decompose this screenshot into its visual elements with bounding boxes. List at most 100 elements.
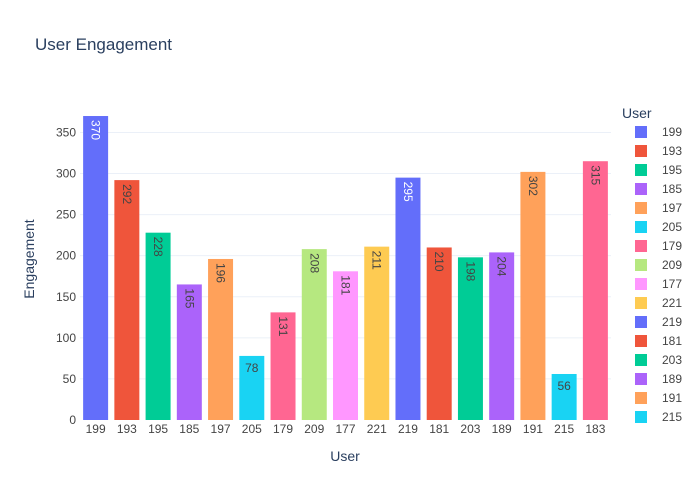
legend-swatch[interactable] xyxy=(635,164,647,176)
legend-swatch[interactable] xyxy=(635,202,647,214)
y-tick-label: 200 xyxy=(56,249,76,263)
bar-layer xyxy=(83,116,608,421)
bar xyxy=(395,177,421,420)
y-tick-label: 100 xyxy=(56,331,76,345)
legend-swatch[interactable] xyxy=(635,392,647,404)
bar xyxy=(582,161,608,421)
x-tick-label: 181 xyxy=(429,422,449,436)
data-label: 198 xyxy=(463,261,477,281)
x-tick-layer: 199 193 195 185 197 205 179 209 177 221 219 181 203 1… xyxy=(86,422,606,436)
y-tick-label: 150 xyxy=(56,290,76,304)
legend-swatch[interactable] xyxy=(635,411,647,423)
data-label: 204 xyxy=(495,256,509,276)
legend: User 199 193 195 185 197 205 179 209 177 221 219 18… xyxy=(622,105,682,424)
legend-label[interactable]: 189 xyxy=(662,372,682,386)
bar xyxy=(489,252,515,420)
legend-label[interactable]: 221 xyxy=(662,296,682,310)
y-tick-label: 50 xyxy=(63,372,77,386)
legend-label[interactable]: 199 xyxy=(662,125,682,139)
x-tick-label: 219 xyxy=(398,422,418,436)
y-tick-label: 250 xyxy=(56,208,76,222)
legend-swatch[interactable] xyxy=(635,297,647,309)
bar xyxy=(208,258,234,420)
legend-swatch[interactable] xyxy=(635,316,647,328)
data-label: 292 xyxy=(120,184,134,204)
data-label: 78 xyxy=(245,361,259,375)
legend-swatch[interactable] xyxy=(635,259,647,271)
data-label: 196 xyxy=(214,263,228,283)
x-axis-title: User xyxy=(330,448,360,464)
legend-swatch[interactable] xyxy=(635,145,647,157)
y-tick-label: 350 xyxy=(56,125,76,139)
data-label: 302 xyxy=(526,176,540,196)
x-tick-label: 191 xyxy=(523,422,543,436)
legend-swatch[interactable] xyxy=(635,335,647,347)
x-tick-label: 221 xyxy=(367,422,387,436)
bar xyxy=(301,249,327,420)
x-tick-label: 185 xyxy=(179,422,199,436)
legend-label[interactable]: 219 xyxy=(662,315,682,329)
legend-swatch[interactable] xyxy=(635,240,647,252)
x-tick-label: 179 xyxy=(273,422,293,436)
legend-label[interactable]: 177 xyxy=(662,277,682,291)
data-label: 56 xyxy=(557,379,571,393)
legend-label[interactable]: 215 xyxy=(662,410,682,424)
x-tick-label: 177 xyxy=(335,422,355,436)
legend-label[interactable]: 191 xyxy=(662,391,682,405)
x-tick-label: 209 xyxy=(304,422,324,436)
bar xyxy=(83,116,109,420)
data-label: 208 xyxy=(307,253,321,273)
x-tick-label: 205 xyxy=(242,422,262,436)
legend-swatch[interactable] xyxy=(635,221,647,233)
legend-swatch[interactable] xyxy=(635,183,647,195)
x-tick-label: 199 xyxy=(86,422,106,436)
data-label: 370 xyxy=(89,120,103,140)
legend-label[interactable]: 179 xyxy=(662,239,682,253)
y-tick-label: 0 xyxy=(69,413,76,427)
data-label: 210 xyxy=(432,251,446,271)
x-tick-label: 189 xyxy=(492,422,512,436)
data-label: 165 xyxy=(182,288,196,308)
x-tick-label: 195 xyxy=(148,422,168,436)
legend-label[interactable]: 185 xyxy=(662,182,682,196)
x-tick-label: 193 xyxy=(117,422,137,436)
bar xyxy=(176,284,202,420)
legend-items: 199 193 195 185 197 205 179 209 177 221 219 181 203 1… xyxy=(635,125,682,424)
legend-label[interactable]: 195 xyxy=(662,163,682,177)
y-tick-label: 300 xyxy=(56,167,76,181)
bar xyxy=(239,355,265,420)
legend-label[interactable]: 209 xyxy=(662,258,682,272)
x-tick-label: 183 xyxy=(585,422,605,436)
y-tick-layer: 0 50 100 150 200 250 300 350 xyxy=(56,125,76,427)
bar xyxy=(520,171,546,420)
bar xyxy=(551,373,577,420)
legend-label[interactable]: 197 xyxy=(662,201,682,215)
bar xyxy=(114,180,140,420)
legend-label[interactable]: 203 xyxy=(662,353,682,367)
data-label: 211 xyxy=(370,251,384,270)
data-label-layer: 370 292 228 165 196 78 131 208 181 211 295 210 198 20… xyxy=(89,120,603,393)
x-tick-label: 203 xyxy=(460,422,480,436)
y-axis-title: Engagement xyxy=(21,219,37,299)
legend-label[interactable]: 181 xyxy=(662,334,682,348)
data-label: 131 xyxy=(276,316,290,336)
legend-title: User xyxy=(622,105,652,121)
data-label: 228 xyxy=(151,237,165,257)
bar xyxy=(145,232,171,420)
bar xyxy=(426,247,452,420)
x-tick-label: 197 xyxy=(211,422,231,436)
legend-swatch[interactable] xyxy=(635,373,647,385)
bar xyxy=(270,312,296,420)
legend-label[interactable]: 193 xyxy=(662,144,682,158)
data-label: 295 xyxy=(401,182,415,202)
legend-swatch[interactable] xyxy=(635,354,647,366)
legend-swatch[interactable] xyxy=(635,126,647,138)
legend-swatch[interactable] xyxy=(635,278,647,290)
chart-title: User Engagement xyxy=(35,35,172,54)
legend-label[interactable]: 205 xyxy=(662,220,682,234)
data-label: 315 xyxy=(588,165,602,185)
bar xyxy=(333,271,358,420)
bar xyxy=(364,246,390,420)
bar xyxy=(457,257,483,420)
